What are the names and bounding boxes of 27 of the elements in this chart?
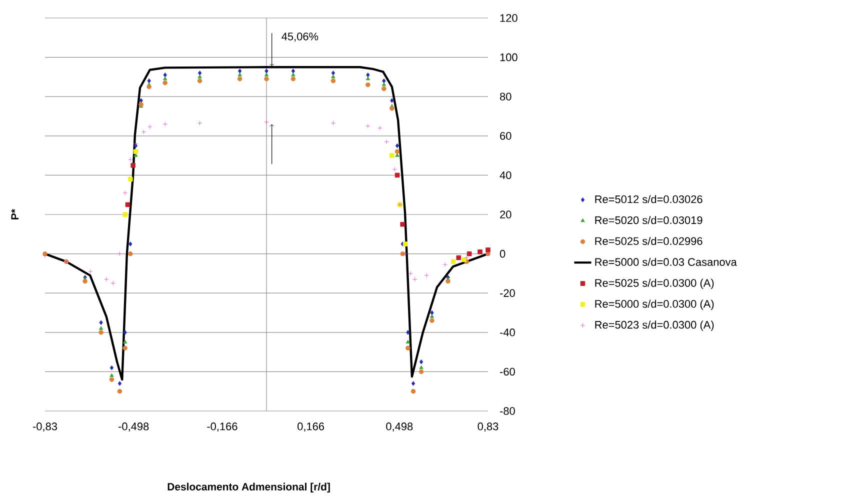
legend-label: Re=5000 s/d=0.03 Casanova [595, 258, 737, 266]
y-tick-label: -20 [500, 289, 515, 297]
y-tick-label: -80 [500, 407, 515, 415]
y-axis-title: P* [11, 208, 18, 220]
y-tick-label: -60 [500, 368, 515, 376]
x-tick-label: -0,83 [32, 422, 58, 432]
legend-label: Re=5012 s/d=0.03026 [595, 195, 702, 204]
x-tick-label: 0,83 [478, 422, 498, 432]
y-tick-label: 60 [500, 132, 512, 140]
legend-label: Re=5020 s/d=0.03019 [595, 216, 702, 224]
x-tick-label: -0,498 [118, 422, 149, 432]
legend-label: Re=5023 s/d=0.0300 (A) [595, 320, 714, 331]
x-tick-label: 0,498 [386, 422, 413, 432]
legend-label: Re=5025 s/d=0.02996 [595, 236, 702, 245]
x-tick-label: -0,166 [207, 422, 238, 432]
y-tick-label: 20 [500, 210, 512, 218]
x-axis-title: Deslocamento Admensional [r/d] [168, 482, 330, 493]
y-tick-label: 80 [500, 92, 512, 100]
y-tick-label: 120 [500, 14, 518, 22]
y-tick-label: 0 [500, 250, 506, 258]
annotation: 45,06% [282, 32, 318, 42]
y-tick-label: -40 [500, 328, 515, 336]
x-tick-label: 0,166 [298, 422, 324, 432]
y-tick-label: 40 [500, 171, 512, 180]
y-tick-label: 100 [500, 53, 518, 62]
legend-label: Re=5000 s/d=0.0300 (A) [595, 300, 714, 310]
legend-label: Re=5025 s/d=0.0300 (A) [595, 278, 714, 289]
